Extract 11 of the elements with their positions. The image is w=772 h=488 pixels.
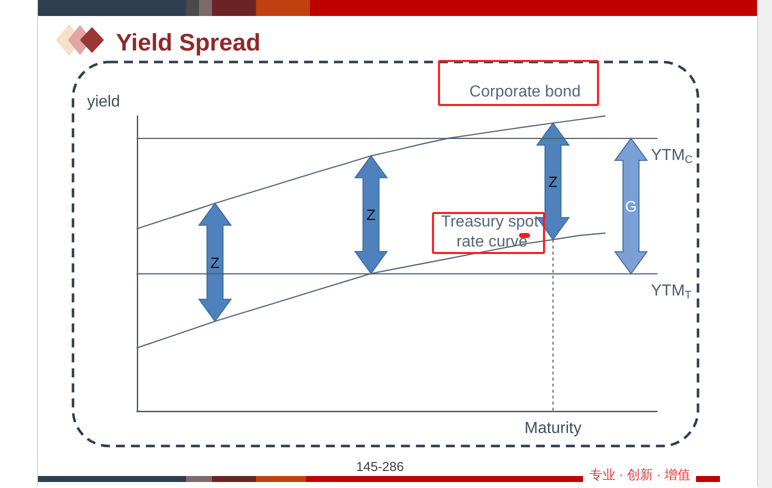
text: 145-286 [355,459,405,475]
annotation: Z [210,254,220,272]
text: 专业 · 创新 · 增值 [588,467,692,483]
series-label: Treasury spot rate curve [441,214,543,250]
annotation: Z [548,174,558,191]
annotation: G [625,198,637,216]
annotation: Z [366,207,376,224]
series-label: Corporate bond [469,84,581,100]
x-axis-title: Maturity [524,420,582,437]
y-axis-title: yield [87,94,120,110]
chart-title: Yield Spread [116,30,260,56]
